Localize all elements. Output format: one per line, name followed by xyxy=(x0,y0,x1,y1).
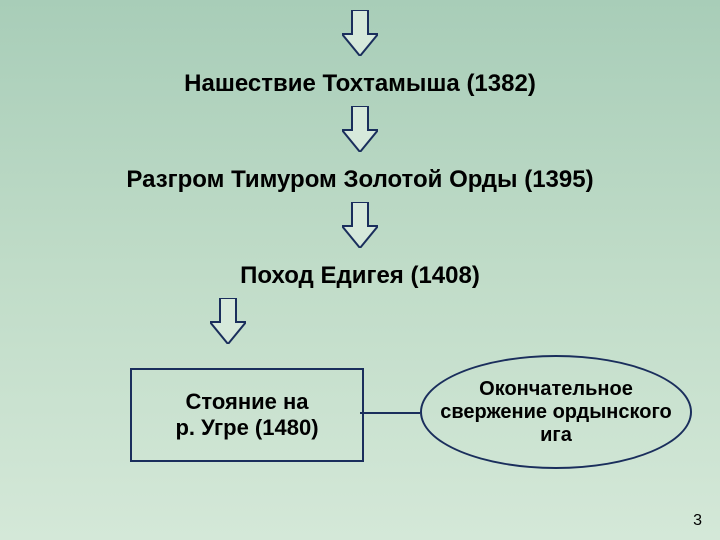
event-1-text: Нашествие Тохтамыша (1382) xyxy=(0,70,720,98)
arrow-down-icon xyxy=(210,298,246,344)
arrow-down-icon xyxy=(342,10,378,56)
page-number: 3 xyxy=(693,512,702,530)
event-2-text: Разгром Тимуром Золотой Орды (1395) xyxy=(0,166,720,194)
event-4-text: Стояние на р. Угре (1480) xyxy=(175,389,318,441)
arrow-down-icon xyxy=(342,202,378,248)
arrow-down-icon xyxy=(342,106,378,152)
connector-line xyxy=(360,412,420,414)
event-4-box: Стояние на р. Угре (1480) xyxy=(130,368,364,462)
event-5-text: Окончательное свержение ордынского ига xyxy=(436,378,676,447)
event-3-text: Поход Едигея (1408) xyxy=(0,262,720,290)
event-5-ellipse: Окончательное свержение ордынского ига xyxy=(420,355,692,469)
